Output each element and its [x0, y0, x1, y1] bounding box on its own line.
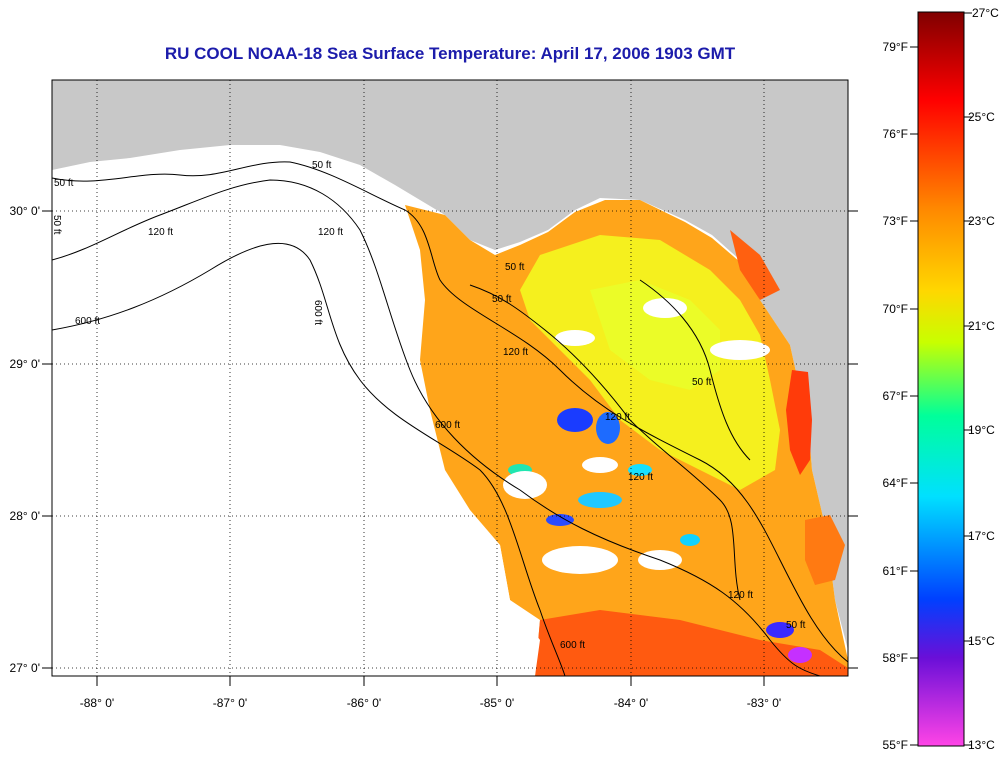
- map-frame: [51, 79, 849, 677]
- lon-label: -83° 0': [747, 696, 781, 710]
- sst-field-hot: [786, 370, 812, 475]
- lon-label: -85° 0': [480, 696, 514, 710]
- bathymetry-contours: [52, 161, 848, 676]
- lon-label: -86° 0': [347, 696, 381, 710]
- colorbar-fahrenheit-label: 64°F: [883, 476, 908, 490]
- contour-label: 50 ft: [786, 620, 806, 631]
- colorbar-celsius-label: 19°C: [968, 423, 995, 437]
- contour-label: 50 ft: [54, 178, 74, 189]
- colorbar-fahrenheit-label: 79°F: [883, 40, 908, 54]
- colorbar-fahrenheit-label: 55°F: [883, 738, 908, 752]
- colorbar-fahrenheit-label: 76°F: [883, 127, 908, 141]
- colorbar-fahrenheit-label: 67°F: [883, 389, 908, 403]
- lon-label: -87° 0': [213, 696, 247, 710]
- colorbar-fahrenheit-label: 58°F: [883, 651, 908, 665]
- colorbar-celsius-label: 23°C: [968, 214, 995, 228]
- contour-label: 50 ft: [312, 160, 332, 171]
- graticule: [52, 80, 848, 676]
- contour-label: 600 ft: [75, 316, 100, 327]
- contour-label: 120 ft: [605, 412, 630, 423]
- contour-label: 600 ft: [560, 640, 585, 651]
- contour-label: 120 ft: [728, 590, 753, 601]
- axis-ticks: [42, 210, 858, 686]
- colorbar-gradient: [917, 11, 965, 747]
- contour-label: 120 ft: [148, 227, 173, 238]
- colorbar-celsius-label: 27°C: [972, 6, 999, 20]
- lat-label: 29° 0': [10, 357, 40, 371]
- contour-label: 600 ft: [435, 420, 460, 431]
- land-mass: [52, 80, 848, 650]
- lon-label: -88° 0': [80, 696, 114, 710]
- map-plot-area: [52, 80, 848, 676]
- contour-label: 600 ft: [312, 300, 323, 325]
- colorbar-fahrenheit-label: 61°F: [883, 564, 908, 578]
- contour-label: 120 ft: [628, 472, 653, 483]
- colorbar: 79°F 76°F 73°F 70°F 67°F 64°F 61°F 58°F …: [883, 6, 1000, 752]
- contour-label: 120 ft: [503, 347, 528, 358]
- contour-label: 50 ft: [692, 377, 712, 388]
- colorbar-celsius-label: 21°C: [968, 319, 995, 333]
- map-title: RU COOL NOAA-18 Sea Surface Temperature:…: [164, 44, 736, 63]
- colorbar-celsius-label: 15°C: [968, 634, 995, 648]
- contour-label: 50 ft: [492, 294, 512, 305]
- lat-label: 28° 0': [10, 509, 40, 523]
- latitude-labels: 30° 0' 29° 0' 28° 0' 27° 0': [10, 204, 40, 675]
- contour-labels: 50 ft 50 ft 120 ft 600 ft 600 ft 120 ft …: [51, 160, 806, 651]
- sst-cold-patches: [508, 408, 812, 663]
- longitude-labels: -88° 0' -87° 0' -86° 0' -85° 0' -84° 0' …: [80, 696, 781, 710]
- colorbar-fahrenheit-label: 70°F: [883, 302, 908, 316]
- colorbar-celsius-label: 13°C: [968, 738, 995, 752]
- contour-label: 120 ft: [318, 227, 343, 238]
- colorbar-celsius-label: 25°C: [968, 110, 995, 124]
- colorbar-celsius-label: 17°C: [968, 529, 995, 543]
- lon-label: -84° 0': [614, 696, 648, 710]
- lat-label: 30° 0': [10, 204, 40, 218]
- contour-label: 50 ft: [505, 262, 525, 273]
- colorbar-fahrenheit-label: 73°F: [883, 214, 908, 228]
- no-data-gaps: [420, 298, 770, 676]
- lat-label: 27° 0': [10, 661, 40, 675]
- contour-label: 50 ft: [51, 215, 62, 235]
